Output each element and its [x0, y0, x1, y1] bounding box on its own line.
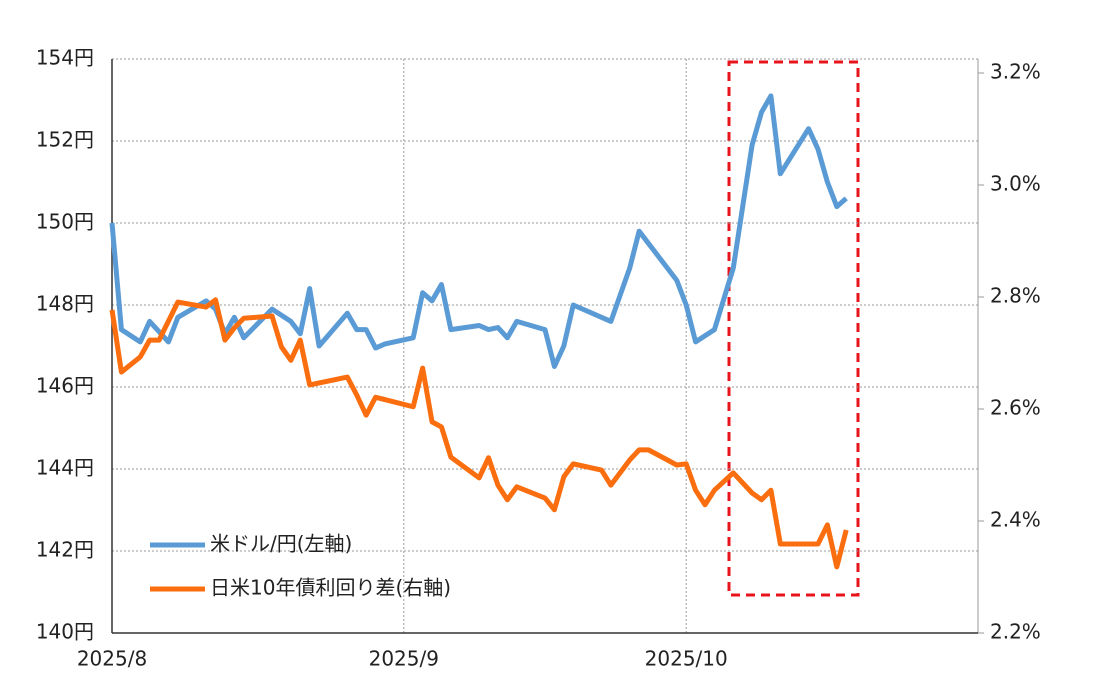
legend-label: 米ドル/円(左軸) — [210, 532, 352, 556]
x-tick-label: 2025/9 — [369, 647, 439, 671]
x-tick-label: 2025/10 — [645, 647, 728, 671]
y2-tick-label: 2.8% — [990, 284, 1041, 308]
y-tick-label: 142円 — [36, 538, 94, 562]
y-tick-label: 144円 — [36, 456, 94, 480]
highlight-box — [727, 60, 860, 597]
y2-tick-label: 2.6% — [990, 396, 1041, 420]
y-tick-label: 152円 — [36, 128, 94, 152]
series-line — [109, 297, 849, 570]
y-tick-label: 148円 — [36, 292, 94, 316]
y-tick-label: 146円 — [36, 374, 94, 398]
y-tick-label: 154円 — [36, 46, 94, 70]
y-tick-label: 150円 — [36, 210, 94, 234]
series-line — [109, 93, 848, 369]
y2-tick-label: 3.0% — [990, 172, 1041, 196]
y2-tick-label: 3.2% — [990, 60, 1041, 84]
y2-tick-label: 2.2% — [990, 620, 1041, 644]
y-tick-label: 140円 — [36, 620, 94, 644]
x-tick-label: 2025/8 — [77, 647, 147, 671]
legend-label: 日米10年債利回り差(右軸) — [210, 576, 451, 600]
y2-tick-label: 2.4% — [990, 508, 1041, 532]
